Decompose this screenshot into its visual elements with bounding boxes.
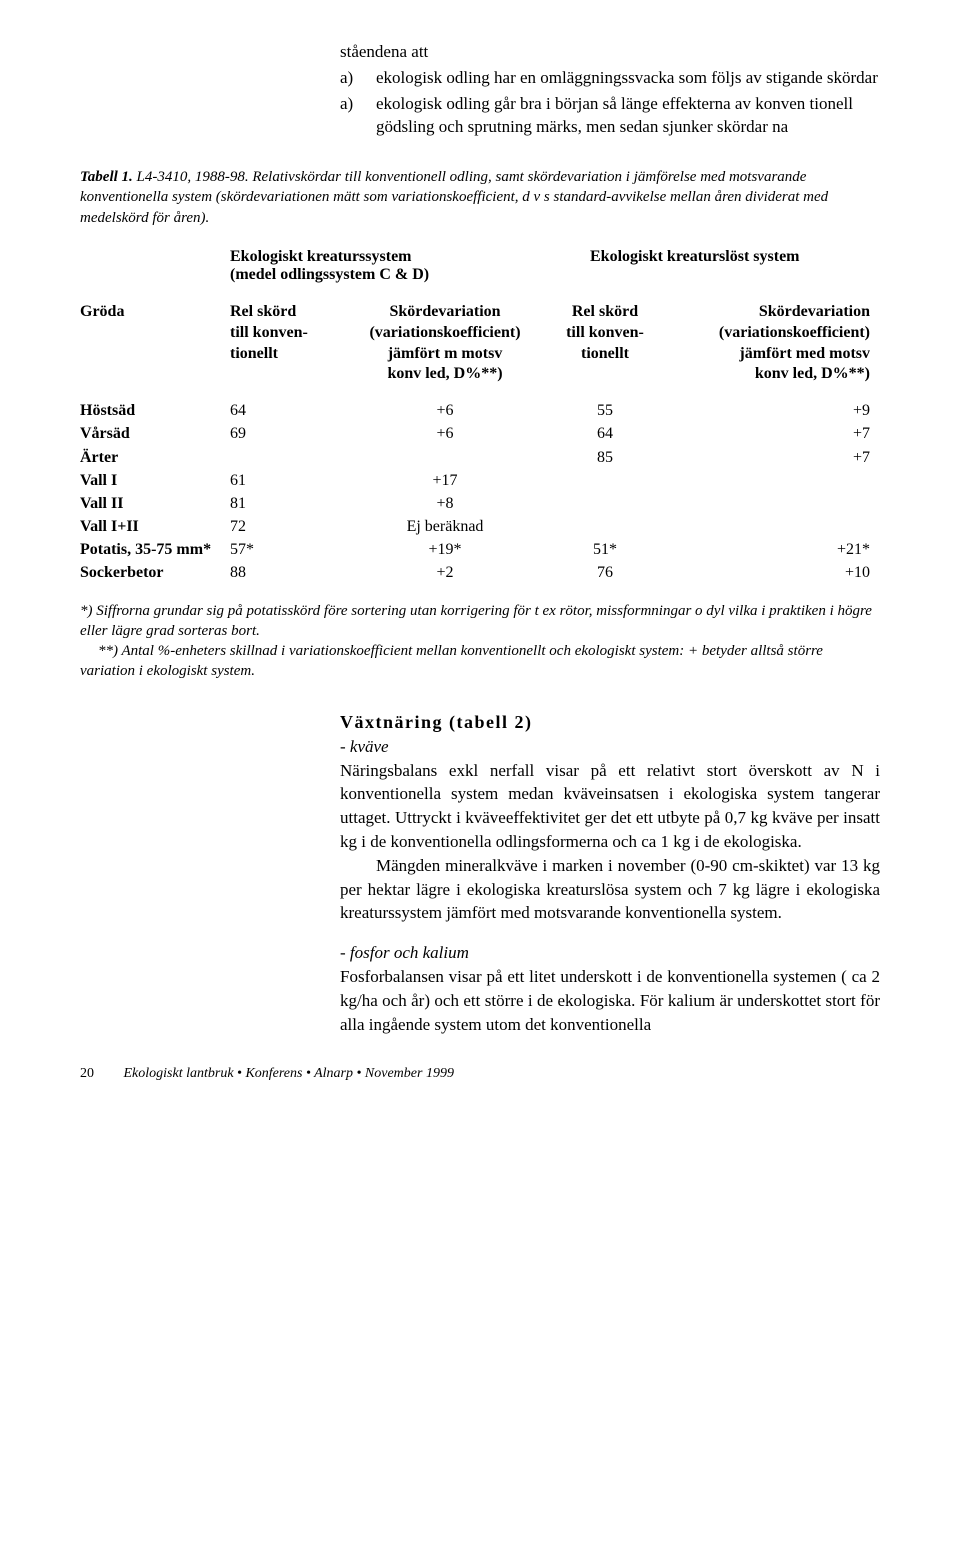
paragraph: Mängden mineralkväve i marken i november… <box>340 854 880 925</box>
table-caption: Tabell 1. L4-3410, 1988-98. Relativskörd… <box>80 167 880 228</box>
table-row: Vall I 61 +17 <box>80 469 880 492</box>
col-header-4: Rel skörd till konven- tionellt <box>550 302 660 385</box>
footnote-1: *) Siffrorna grundar sig på potatisskörd… <box>80 601 880 642</box>
intro-line: ståendena att <box>340 40 880 64</box>
page-number: 20 <box>80 1066 120 1082</box>
list-item: a) ekologisk odling har en omläggningssv… <box>340 66 880 90</box>
footer: 20 Ekologiskt lantbruk • Konferens • Aln… <box>80 1066 880 1082</box>
table-row: Vårsäd 69 +6 64 +7 <box>80 422 880 445</box>
subheading-2: - fosfor och kalium <box>340 941 880 965</box>
footnotes: *) Siffrorna grundar sig på potatisskörd… <box>80 601 880 682</box>
table-row: Vall I+II 72 Ej beräknad <box>80 515 880 538</box>
table-row: Vall II 81 +8 <box>80 492 880 515</box>
list-item: a) ekologisk odling går bra i början så … <box>340 92 880 140</box>
paragraph: Fosforbalansen visar på ett litet unders… <box>340 965 880 1036</box>
footnote-2: **) Antal %-enheters skillnad i variatio… <box>80 641 880 682</box>
list-text: ekologisk odling har en omläggningssvack… <box>376 66 880 90</box>
system-header-right: Ekologiskt kreaturslöst system <box>590 248 800 284</box>
col-header-2: Rel skörd till konven- tionellt <box>230 302 340 385</box>
intro-block: ståendena att a) ekologisk odling har en… <box>340 40 880 139</box>
table-row: Potatis, 35-75 mm* 57* +19* 51* +21* <box>80 538 880 561</box>
table-row: Ärter 85 +7 <box>80 446 880 469</box>
caption-lead: Tabell 1. <box>80 169 133 185</box>
table-row: Höstsäd 64 +6 55 +9 <box>80 399 880 422</box>
col-header-1: Gröda <box>80 302 230 385</box>
paragraph: Näringsbalans exkl nerfall visar på ett … <box>340 759 880 854</box>
data-rows: Höstsäd 64 +6 55 +9 Vårsäd 69 +6 64 +7 Ä… <box>80 399 880 585</box>
system-headers: Ekologiskt kreaturssystem (medel odlings… <box>80 248 880 284</box>
body-column: Växtnäring (tabell 2) - kväve Näringsbal… <box>340 710 880 1037</box>
list-marker: a) <box>340 92 376 140</box>
col-header-3: Skördevariation (variationskoefficient) … <box>340 302 550 385</box>
caption-rest: L4-3410, 1988-98. Relativskördar till ko… <box>80 169 828 226</box>
sys-left-line2: (medel odlingssystem C & D) <box>230 266 550 284</box>
footer-text: Ekologiskt lantbruk • Konferens • Alnarp… <box>124 1066 454 1081</box>
table-row: Sockerbetor 88 +2 76 +10 <box>80 561 880 584</box>
list-marker: a) <box>340 66 376 90</box>
section-heading: Växtnäring (tabell 2) <box>340 710 880 735</box>
column-headers: Gröda Rel skörd till konven- tionellt Sk… <box>80 302 880 385</box>
col-header-5: Skördevariation (variationskoefficient) … <box>660 302 870 385</box>
sys-left-line1: Ekologiskt kreaturssystem <box>230 248 550 266</box>
page: ståendena att a) ekologisk odling har en… <box>0 0 960 1112</box>
system-header-left: Ekologiskt kreaturssystem (medel odlings… <box>230 248 550 284</box>
list-text: ekologisk odling går bra i början så län… <box>376 92 880 140</box>
subheading-1: - kväve <box>340 735 880 759</box>
